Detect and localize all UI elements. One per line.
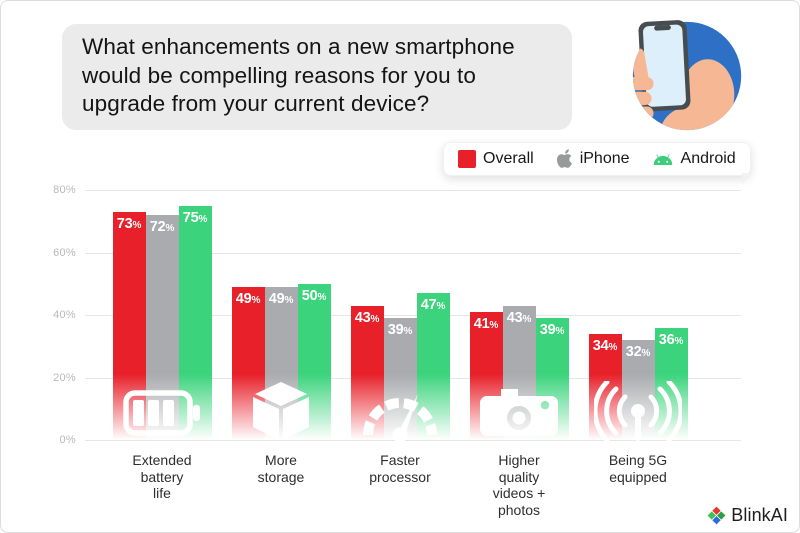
bar-value-label: 49% — [265, 291, 298, 307]
brand-name: BlinkAI — [731, 505, 788, 525]
category-label: Being 5G equipped — [608, 452, 668, 485]
bar-value-suffix: % — [370, 313, 380, 325]
blinkai-diamond-icon — [707, 506, 726, 525]
bar-value-suffix: % — [251, 294, 261, 306]
y-axis-tick-label: 60% — [53, 246, 76, 259]
question-bubble: What enhancements on a new smartphone wo… — [62, 24, 572, 130]
legend-item-overall: Overall — [458, 150, 534, 168]
bar-value-number: 75 — [182, 209, 199, 226]
category-label: Extended battery life — [132, 452, 192, 502]
bar-value-number: 43 — [506, 309, 523, 326]
bar-value-suffix: % — [132, 219, 142, 231]
bar-value-number: 49 — [268, 290, 285, 307]
gridline — [85, 440, 741, 441]
bar-value-label: 32% — [622, 344, 655, 360]
battery-icon — [118, 381, 206, 441]
bar-value-number: 50 — [301, 287, 318, 304]
legend-label-iphone: iPhone — [579, 150, 630, 167]
bar-value-label: 50% — [298, 288, 331, 304]
bar-value-label: 73% — [113, 216, 146, 232]
antenna-5g-icon — [592, 379, 684, 443]
storage-box-icon — [253, 382, 309, 440]
y-axis-tick-label: 80% — [53, 184, 76, 196]
chart-legend: Overall iPhone Android — [443, 142, 753, 184]
speedometer-icon — [363, 394, 437, 443]
gridline — [85, 315, 741, 316]
legend-label-android: Android — [680, 150, 736, 167]
battery-icon — [123, 390, 200, 436]
red-swatch-icon — [458, 150, 476, 168]
antenna-5g-icon — [592, 379, 684, 443]
bar-value-label: 39% — [536, 322, 569, 338]
category-label: Higher quality videos + photos — [492, 452, 546, 518]
bar-value-suffix: % — [641, 348, 651, 359]
bar-value-label: 43% — [351, 310, 384, 326]
y-axis-tick-label: 0% — [59, 434, 76, 446]
category-label: Faster processor — [369, 452, 431, 485]
bar-value-label: 75% — [179, 210, 212, 226]
y-axis-tick-label: 40% — [53, 309, 76, 321]
bar-value-label: 39% — [384, 322, 417, 338]
apple-icon — [556, 149, 572, 168]
bar-value-label: 36% — [655, 332, 688, 348]
bar-value-number: 72 — [149, 219, 166, 235]
hand-back — [660, 59, 736, 131]
bar-value-number: 49 — [235, 290, 252, 307]
bar-value-suffix: % — [555, 326, 565, 338]
question-text: What enhancements on a new smartphone wo… — [82, 34, 515, 117]
gridline — [85, 190, 741, 191]
bar-value-suffix: % — [284, 294, 294, 306]
bar-value-number: 39 — [387, 322, 404, 339]
bar-value-label: 72% — [146, 219, 179, 235]
bar-value-number: 32 — [625, 344, 642, 360]
bar-value-suffix: % — [436, 301, 446, 313]
legend-label-overall: Overall — [483, 150, 534, 167]
speedometer-icon — [356, 381, 444, 443]
bar-value-label: 41% — [470, 316, 503, 332]
brand-logo: BlinkAI — [707, 505, 788, 526]
hand-holding-phone-icon — [632, 20, 742, 131]
bar-value-number: 34 — [592, 337, 609, 354]
bar-value-suffix: % — [198, 213, 208, 225]
bar-value-suffix: % — [674, 335, 684, 347]
bar-value-suffix: % — [317, 291, 327, 303]
bar-value-number: 39 — [539, 322, 556, 339]
bar-value-suffix: % — [165, 223, 175, 234]
bar-android: 36% — [654, 327, 688, 440]
bar-value-number: 36 — [658, 331, 675, 348]
legend-item-iphone: iPhone — [556, 149, 630, 169]
bar-value-number: 73 — [116, 215, 133, 232]
bar-iphone: 39% — [383, 318, 417, 440]
bar-value-label: 47% — [417, 297, 450, 313]
bar-value-number: 43 — [354, 309, 371, 326]
gridline — [85, 252, 741, 254]
bar-value-label: 49% — [232, 291, 265, 307]
bar-value-suffix: % — [489, 319, 499, 331]
bar-android: 75% — [178, 205, 212, 440]
y-axis-tick-label: 20% — [53, 371, 76, 384]
bar-value-number: 41 — [473, 315, 490, 332]
bar-value-suffix: % — [403, 326, 413, 338]
bar-value-label: 34% — [589, 338, 622, 354]
camera-icon — [475, 381, 563, 441]
bar-value-number: 47 — [420, 297, 437, 314]
legend-item-android: Android — [652, 150, 736, 168]
bar-value-suffix: % — [522, 313, 532, 325]
category-label: More storage — [257, 452, 305, 485]
bar-value-label: 43% — [503, 310, 536, 326]
android-icon — [653, 153, 672, 165]
camera-icon — [480, 389, 558, 436]
bar-value-suffix: % — [608, 341, 618, 353]
storage-box-icon — [237, 381, 325, 441]
